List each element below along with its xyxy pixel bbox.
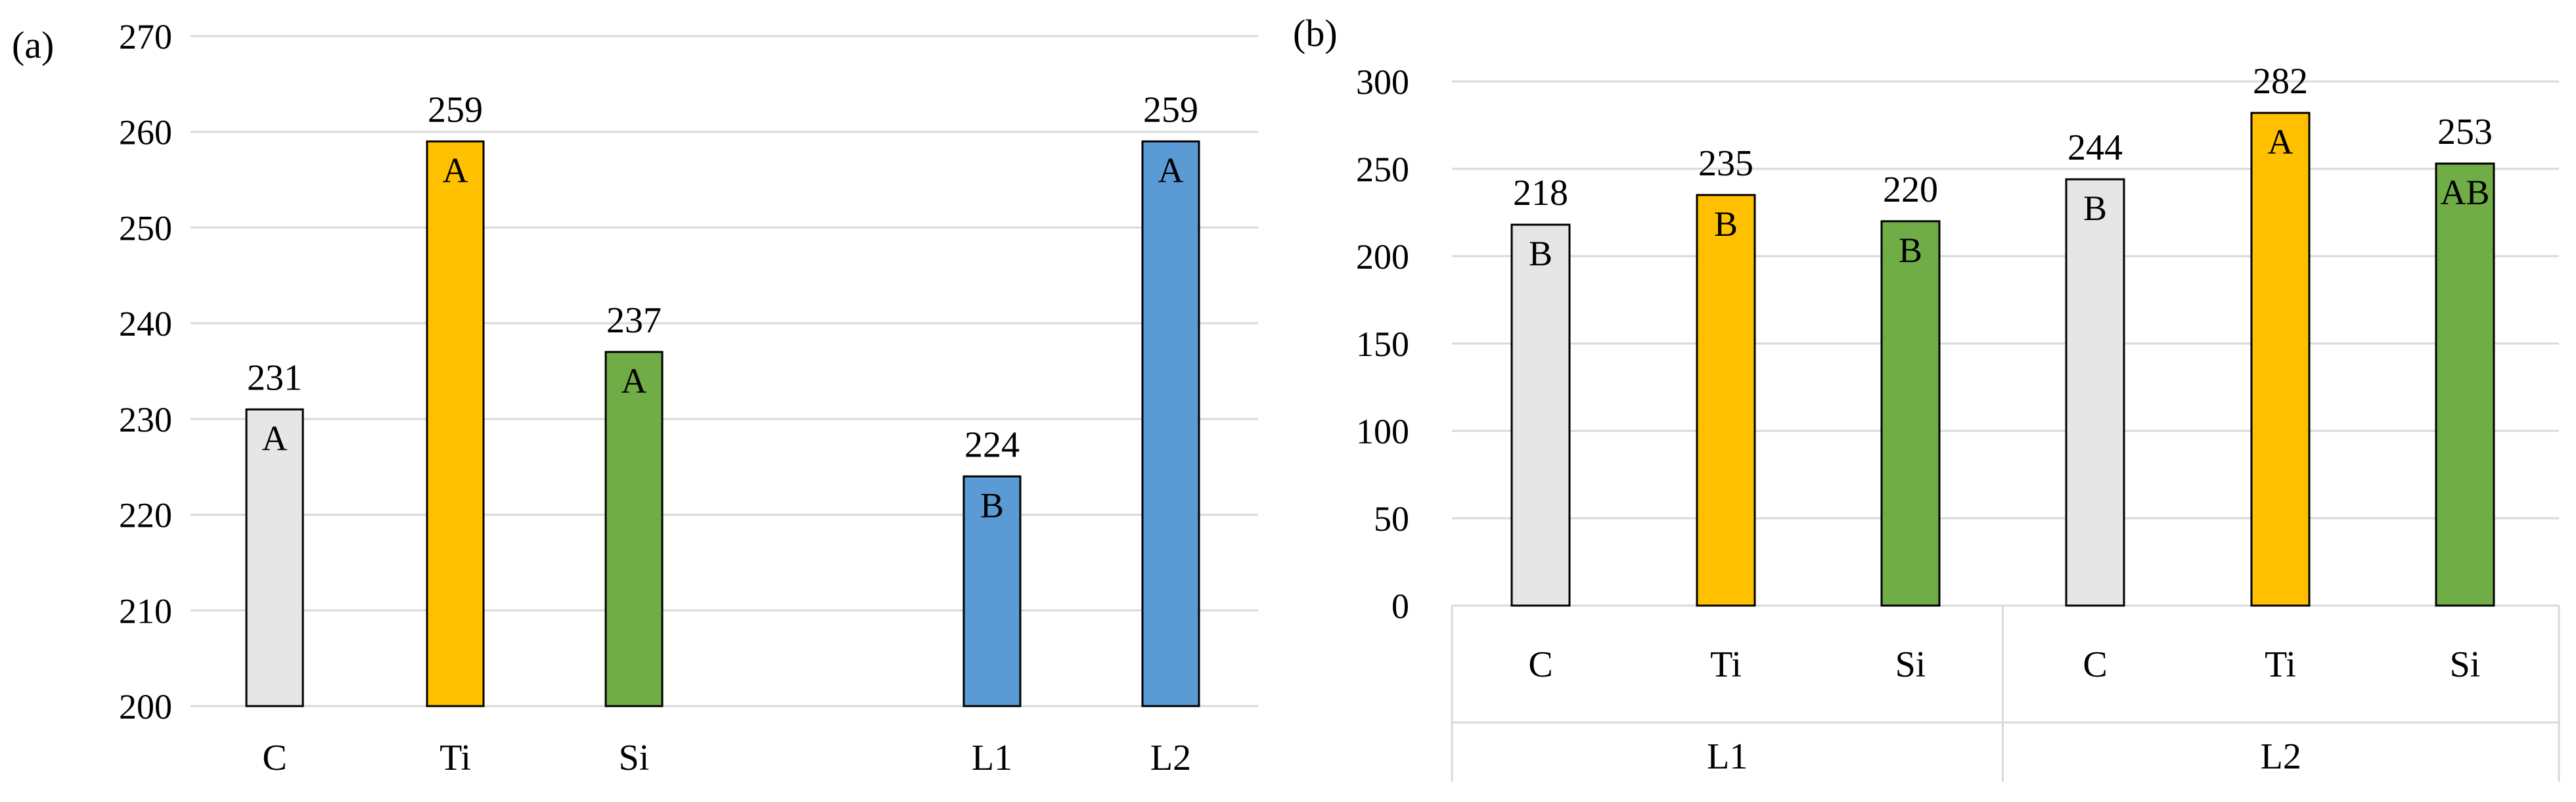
x-category-label: Si xyxy=(619,738,650,778)
significance-letter: A xyxy=(1158,150,1184,190)
significance-letter: B xyxy=(1529,234,1552,273)
chart-panel-a: (a) 200 210 220 230 240 250 260 270 231 A 259 A 237… xyxy=(12,17,1258,778)
x-category-label: L1 xyxy=(972,738,1012,778)
significance-letter: A xyxy=(443,150,468,190)
x-group-label: L1 xyxy=(1707,736,1748,777)
x-axis-labels-b: C Ti Si C Ti Si L1 L2 xyxy=(1528,644,2480,777)
bars-b: 218 B 235 B 220 B 244 B 282 A 253 AB xyxy=(1510,61,2495,607)
data-label: 282 xyxy=(2253,61,2308,102)
y-tick-label: 0 xyxy=(1391,587,1409,626)
y-tick-label: 250 xyxy=(1356,150,1409,189)
bar xyxy=(2065,178,2125,607)
x-category-label: Ti xyxy=(1710,644,1742,685)
y-tick-label: 260 xyxy=(119,113,172,152)
data-label: 259 xyxy=(1143,89,1198,130)
data-label: 235 xyxy=(1698,143,1753,184)
y-axis-ticks-b: 0 50 100 150 200 250 300 xyxy=(1356,62,1409,626)
y-tick-label: 250 xyxy=(119,208,172,248)
significance-letter: B xyxy=(2083,189,2107,228)
significance-letter: AB xyxy=(2440,173,2489,212)
data-label: 253 xyxy=(2437,112,2493,152)
data-label: 237 xyxy=(606,300,662,341)
panel-label-a: (a) xyxy=(12,24,54,66)
gridlines-a xyxy=(191,35,1258,707)
data-label: 244 xyxy=(2068,127,2123,168)
significance-letter: B xyxy=(1714,204,1738,244)
y-tick-label: 50 xyxy=(1374,499,1409,539)
gridlines-b xyxy=(1451,80,2560,782)
significance-letter: A xyxy=(621,361,647,401)
y-tick-label: 240 xyxy=(119,304,172,344)
data-label: 231 xyxy=(247,357,302,398)
y-tick-label: 220 xyxy=(119,496,172,535)
y-tick-label: 210 xyxy=(119,591,172,631)
y-tick-label: 200 xyxy=(119,687,172,726)
x-category-label: Si xyxy=(2450,644,2481,685)
bar xyxy=(426,140,485,707)
panel-label-b: (b) xyxy=(1293,12,1338,55)
bars-a: 231 A 259 A 237 A 224 B 259 A xyxy=(245,89,1200,707)
bar xyxy=(1141,140,1200,707)
significance-letter: B xyxy=(980,485,1004,525)
significance-letter: B xyxy=(1899,231,1922,270)
y-tick-label: 300 xyxy=(1356,62,1409,102)
y-tick-label: 200 xyxy=(1356,237,1409,277)
x-axis-labels-a: C Ti Si L1 L2 xyxy=(262,738,1191,778)
x-category-label: Si xyxy=(1895,644,1926,685)
bar xyxy=(1696,194,1756,607)
x-category-label: C xyxy=(262,738,286,778)
significance-letter: A xyxy=(262,418,288,458)
x-category-label: C xyxy=(1528,644,1552,685)
bar xyxy=(962,475,1022,707)
y-tick-label: 150 xyxy=(1356,324,1409,364)
x-category-label: L2 xyxy=(1150,738,1191,778)
bar xyxy=(2435,162,2495,607)
data-label: 220 xyxy=(1883,169,1938,210)
data-label: 224 xyxy=(964,424,1020,465)
y-tick-label: 100 xyxy=(1356,412,1409,451)
y-tick-label: 230 xyxy=(119,400,172,439)
significance-letter: A xyxy=(2268,122,2294,162)
data-label: 218 xyxy=(1513,173,1568,213)
bar xyxy=(245,408,304,707)
bar xyxy=(1510,223,1571,607)
y-tick-label: 270 xyxy=(119,17,172,56)
bar xyxy=(1880,220,1941,607)
data-label: 259 xyxy=(428,89,483,130)
bar xyxy=(2250,112,2311,607)
x-group-label: L2 xyxy=(2261,736,2301,777)
x-category-label: Ti xyxy=(2265,644,2296,685)
x-category-label: C xyxy=(2083,644,2107,685)
x-category-label: Ti xyxy=(440,738,471,778)
y-axis-ticks-a: 200 210 220 230 240 250 260 270 xyxy=(119,17,172,726)
bar xyxy=(604,351,664,707)
